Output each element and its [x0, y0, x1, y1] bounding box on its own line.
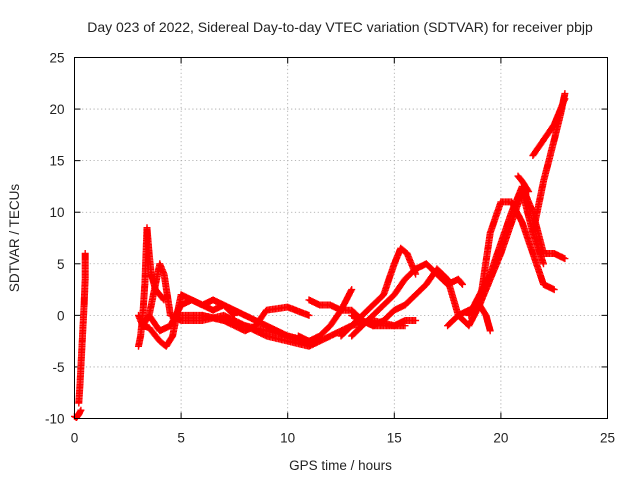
y-tick-label: 10	[49, 205, 64, 220]
data-point-markers	[337, 244, 420, 340]
x-tick-labels: 0 5 10 15 20 25	[71, 431, 615, 446]
y-tick-label: 5	[57, 257, 65, 272]
y-tick-label: 25	[49, 51, 64, 66]
x-tick-label: 20	[493, 431, 508, 446]
x-axis-label: GPS time / hours	[289, 458, 392, 473]
chart-title: Day 023 of 2022, Sidereal Day-to-day VTE…	[87, 19, 593, 35]
data-marks	[71, 90, 569, 421]
y-tick-label: 0	[57, 308, 65, 323]
series-arc-k	[337, 244, 420, 340]
series-arc-q	[476, 198, 558, 309]
y-axis-label: SDTVAR / TECUs	[7, 184, 22, 293]
grid-lines	[74, 57, 608, 419]
x-tick-label: 0	[71, 431, 79, 446]
x-tick-label: 25	[600, 431, 615, 446]
plot-frame	[74, 57, 608, 419]
data-point-markers	[529, 90, 569, 237]
data-point-markers	[476, 198, 558, 309]
y-tick-labels: -10 -5 0 5 10 15 20 25	[45, 51, 65, 427]
data-point-markers	[514, 172, 533, 196]
data-point-markers	[75, 250, 89, 407]
x-tick-label: 5	[177, 431, 185, 446]
data-point-markers	[139, 291, 238, 350]
series-arc-r	[514, 172, 533, 196]
y-tick-label: -5	[52, 360, 64, 375]
y-tick-label: -10	[45, 412, 65, 427]
series-arc-t	[529, 90, 569, 237]
series-arc-f	[139, 291, 238, 350]
y-tick-label: 20	[49, 102, 64, 117]
x-tick-label: 10	[280, 431, 295, 446]
x-tick-label: 15	[387, 431, 402, 446]
series-arc-b	[75, 250, 89, 407]
y-tick-label: 15	[49, 154, 64, 169]
